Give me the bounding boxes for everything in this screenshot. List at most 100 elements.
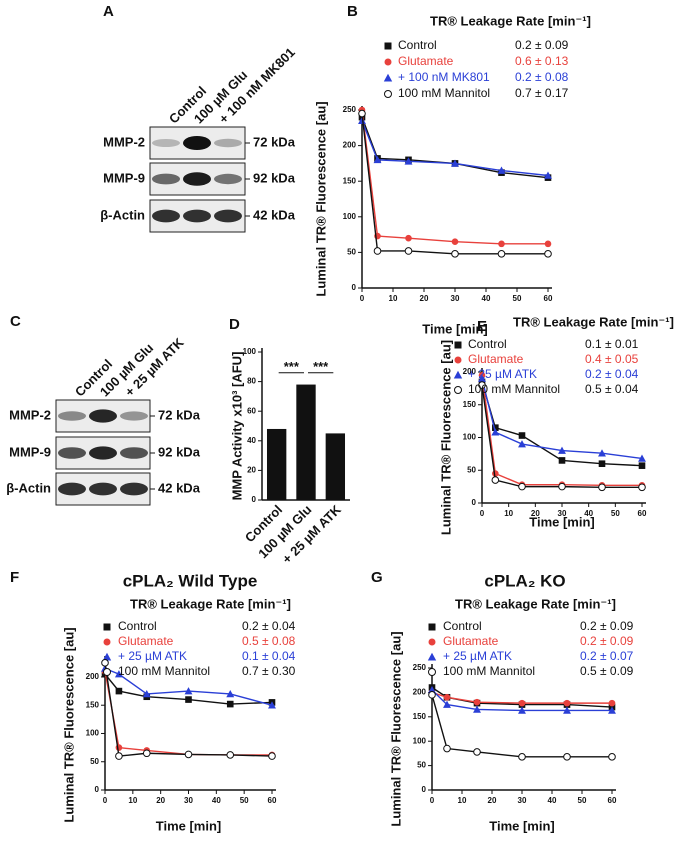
marker — [491, 476, 500, 484]
marker — [102, 652, 112, 661]
marker — [185, 696, 192, 703]
x-tick-label: 40 — [212, 796, 221, 805]
marker — [443, 693, 451, 701]
legend-rate: 0.5 ± 0.09 — [580, 664, 634, 678]
x-tick-label: 20 — [488, 796, 497, 805]
y-tick-label: 100 — [86, 729, 100, 738]
x-tick-label: 60 — [638, 509, 647, 518]
legend-name: Control — [468, 337, 507, 351]
y-tick-label: 150 — [463, 400, 477, 409]
marker — [491, 428, 500, 436]
y-tick-label: 100 — [343, 212, 357, 221]
series-line — [481, 378, 643, 460]
panel-letter: A — [103, 3, 114, 20]
blot-band — [152, 209, 180, 223]
marker — [518, 440, 526, 448]
significance-label: *** — [284, 359, 300, 374]
series-line — [361, 109, 548, 245]
y-axis-label: Luminal TR® Fluorescence [au] — [313, 101, 328, 296]
marker — [103, 638, 111, 646]
y-tick-label: 60 — [247, 406, 256, 415]
marker — [114, 670, 123, 678]
x-tick-label: 50 — [611, 509, 620, 518]
y-tick-label: 50 — [417, 761, 426, 770]
blot-band — [152, 173, 180, 185]
blot-band — [89, 482, 117, 496]
bar — [266, 428, 287, 500]
size-label: 92 kDa — [158, 444, 201, 459]
y-tick-label: 0 — [422, 785, 427, 794]
size-label: 72 kDa — [253, 134, 296, 149]
y-tick-label: 50 — [347, 248, 356, 257]
marker — [598, 449, 606, 457]
marker — [453, 370, 463, 379]
legend-name: 100 mM Mannitol — [443, 664, 535, 678]
legend-rate: 0.2 ± 0.09 — [515, 38, 569, 52]
y-tick-label: 250 — [343, 105, 357, 114]
panel-letter: D — [229, 316, 240, 333]
marker — [638, 454, 646, 462]
x-tick-label: 40 — [584, 509, 593, 518]
row-label: β-Actin — [6, 480, 51, 495]
marker — [115, 687, 123, 695]
y-tick-label: 20 — [247, 466, 256, 475]
legend-rate: 0.7 ± 0.17 — [515, 86, 569, 100]
legend-name: + 25 µM ATK — [118, 649, 187, 663]
marker — [428, 686, 436, 694]
marker — [101, 659, 109, 667]
marker — [226, 751, 235, 759]
marker — [358, 109, 366, 118]
legend-name: Glutamate — [118, 634, 174, 648]
y-tick-label: 100 — [413, 736, 427, 745]
marker — [454, 341, 462, 349]
marker — [384, 90, 392, 98]
panel-letter: F — [10, 569, 19, 586]
legend-rate: 0.2 ± 0.04 — [242, 619, 296, 633]
marker — [443, 744, 451, 753]
marker — [558, 446, 566, 454]
marker — [142, 749, 151, 758]
legend-name: Control — [398, 38, 437, 52]
x-axis-label: Time [min] — [529, 514, 595, 529]
series-line — [431, 689, 612, 712]
y-tick-label: 0 — [352, 283, 357, 292]
y-tick-label: 100 — [243, 347, 257, 356]
row-label: MMP-9 — [103, 170, 145, 185]
series-line — [104, 671, 272, 756]
blot-band — [214, 138, 242, 148]
x-tick-label: 0 — [480, 509, 485, 518]
y-tick-label: 0 — [472, 498, 477, 507]
x-axis-label: Time [min] — [156, 818, 222, 833]
y-tick-label: 40 — [247, 436, 256, 445]
marker — [103, 668, 111, 676]
blot-band — [183, 172, 211, 186]
x-tick-label: 20 — [156, 796, 165, 805]
marker — [563, 753, 571, 761]
x-tick-label: 10 — [389, 294, 398, 303]
panel-letter: E — [477, 318, 487, 335]
blot-band — [89, 409, 117, 423]
legend-name: Glutamate — [468, 352, 524, 366]
x-tick-label: 30 — [184, 796, 193, 805]
x-tick-label: 50 — [240, 796, 249, 805]
panel-letter: G — [371, 569, 383, 586]
legend-rate: 0.5 ± 0.04 — [585, 382, 639, 396]
legend-name: 100 mM Mannitol — [468, 382, 560, 396]
x-axis-label: Time [min] — [422, 321, 488, 336]
bar — [296, 384, 316, 500]
legend-name: Glutamate — [443, 634, 499, 648]
blot-band — [214, 173, 242, 185]
row-label: MMP-2 — [9, 407, 51, 422]
blot-band — [58, 447, 86, 459]
y-tick-label: 50 — [90, 757, 99, 766]
legend-name: Glutamate — [398, 54, 454, 68]
marker — [638, 462, 646, 469]
marker — [142, 689, 151, 698]
marker — [405, 234, 412, 242]
marker — [443, 700, 451, 708]
blot-band — [89, 446, 117, 460]
series-line — [361, 113, 548, 255]
series-line — [104, 662, 273, 757]
marker — [404, 157, 413, 165]
y-tick-label: 200 — [86, 672, 100, 681]
